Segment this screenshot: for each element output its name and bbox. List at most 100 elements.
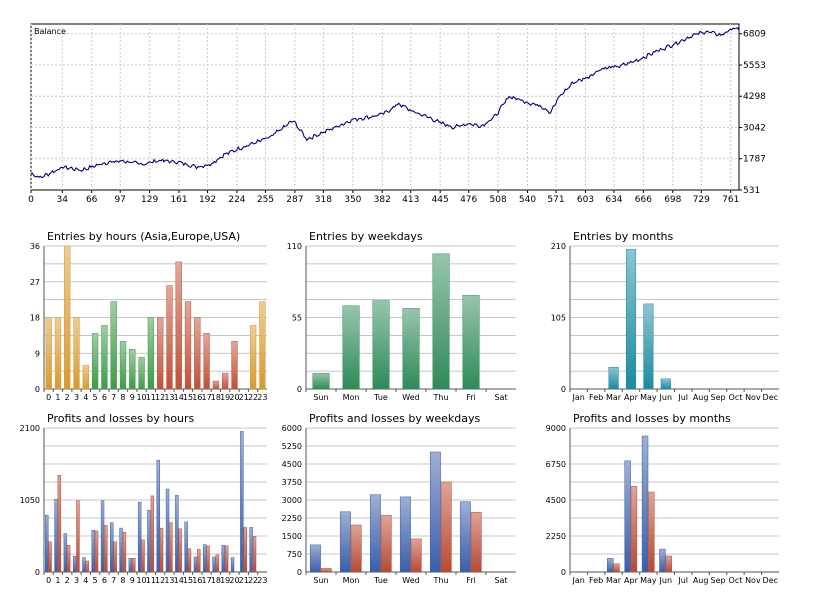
panel-y-tick-label: 55 xyxy=(292,314,302,323)
panel-x-tick-label: 7 xyxy=(111,393,116,402)
balance-x-tick-label: 476 xyxy=(460,195,477,205)
panel-x-tick-label: 6 xyxy=(102,393,107,402)
bar xyxy=(110,301,117,390)
panel-x-tick-label: 11 xyxy=(146,576,156,585)
balance-x-tick-label: 287 xyxy=(286,195,303,205)
panel-x-tick-label: Sat xyxy=(494,576,507,585)
panel-x-tick-label: Sep xyxy=(711,393,726,402)
panel-y-tick-label: 105 xyxy=(551,314,566,323)
balance-x-tick-label: 698 xyxy=(664,195,681,205)
panel-x-tick-label: 8 xyxy=(120,576,125,585)
loss-bar xyxy=(224,545,229,573)
bar xyxy=(147,317,155,390)
panel-x-tick-label: 0 xyxy=(46,576,51,585)
panel-x-tick-label: 23 xyxy=(257,576,267,585)
balance-x-tick-label: 97 xyxy=(114,195,125,205)
balance-y-tick-label: 1787 xyxy=(743,155,766,165)
panel-x-tick-label: 12 xyxy=(155,393,165,402)
panel-x-tick-label: Mar xyxy=(606,576,622,585)
panel-y-tick-label: 4500 xyxy=(282,460,302,469)
profit-bar xyxy=(72,555,77,573)
panel-x-tick-label: Thu xyxy=(432,576,448,585)
panel-x-tick-label: Feb xyxy=(589,576,603,585)
balance-y-tick-label: 6809 xyxy=(743,30,766,40)
loss-bar xyxy=(380,515,392,573)
bar xyxy=(372,300,390,390)
panel-x-tick-label: Mon xyxy=(343,576,360,585)
loss-bar xyxy=(132,558,136,573)
profit-bar xyxy=(369,494,381,573)
profit-bar xyxy=(45,514,49,573)
panel-x-tick-label: 21 xyxy=(239,576,249,585)
panel-x-tick-label: Jun xyxy=(659,393,673,402)
profit-bar xyxy=(193,556,198,573)
profit-bar xyxy=(607,558,614,573)
balance-x-tick-label: 192 xyxy=(199,195,216,205)
panel-x-tick-label: 5 xyxy=(93,393,98,402)
panel-x-tick-label: Aug xyxy=(693,393,709,402)
bar xyxy=(402,308,420,390)
bar xyxy=(643,303,654,390)
panel-y-tick-label: 27 xyxy=(30,278,40,287)
balance-x-tick-label: 34 xyxy=(57,195,69,205)
panel-x-tick-label: Jan xyxy=(572,393,585,402)
panel-x-tick-label: Oct xyxy=(729,576,743,585)
panel-x-tick-label: Sun xyxy=(313,393,328,402)
bar xyxy=(119,341,127,390)
loss-bar xyxy=(76,500,80,573)
balance-chart: 0 34 66 97 129 161 192 224 255 287 318 350 382 413 445… xyxy=(28,23,766,205)
panel-title: Profits and losses by weekdays xyxy=(309,412,480,425)
panel-5: Profits and losses by weekdays 0 750 1500 22… xyxy=(282,412,516,585)
panel-x-tick-label: 6 xyxy=(102,576,107,585)
loss-bar xyxy=(613,563,620,573)
balance-x-tick-label: 634 xyxy=(605,195,622,205)
balance-line xyxy=(30,27,740,179)
panel-x-tick-label: 19 xyxy=(220,393,230,402)
panel-x-tick-label: Sun xyxy=(313,576,328,585)
balance-x-tick-label: 224 xyxy=(228,195,245,205)
bar xyxy=(203,333,210,390)
loss-bar xyxy=(141,539,145,573)
bar xyxy=(432,253,450,390)
panel-x-tick-label: Apr xyxy=(624,576,639,585)
panel-x-tick-label: 18 xyxy=(211,393,221,402)
panel-y-tick-label: 210 xyxy=(551,242,566,251)
profit-bar xyxy=(82,557,86,573)
profit-bar xyxy=(175,494,179,573)
panel-x-tick-label: 13 xyxy=(164,393,174,402)
panel-x-tick-label: 17 xyxy=(202,576,212,585)
balance-x-tick-label: 540 xyxy=(519,195,536,205)
panel-y-tick-label: 3000 xyxy=(282,496,302,505)
bar xyxy=(73,317,80,390)
panel-x-tick-label: Mar xyxy=(606,393,622,402)
bar xyxy=(54,317,62,390)
panel-x-tick-label: 18 xyxy=(211,576,221,585)
panel-x-tick-label: 10 xyxy=(136,576,146,585)
profit-bar xyxy=(429,451,441,573)
loss-bar xyxy=(66,545,71,573)
bar xyxy=(608,366,619,390)
profit-bar xyxy=(659,548,666,573)
loss-bar xyxy=(665,555,672,573)
panel-y-tick-label: 6750 xyxy=(546,460,566,469)
panel-title: Entries by hours (Asia,Europe,USA) xyxy=(47,230,240,243)
loss-bar xyxy=(630,486,638,573)
balance-x-tick-label: 129 xyxy=(141,195,158,205)
profit-bar xyxy=(184,521,188,573)
bar xyxy=(184,301,192,390)
balance-x-tick-label: 161 xyxy=(170,195,187,205)
panel-x-tick-label: 1 xyxy=(55,393,60,402)
bar xyxy=(45,317,52,390)
panel-x-tick-label: Nov xyxy=(745,393,761,402)
panel-x-tick-label: Dec xyxy=(763,576,778,585)
panel-y-tick-label: 750 xyxy=(287,550,302,559)
bar xyxy=(222,372,229,390)
panel-x-tick-label: 3 xyxy=(74,576,79,585)
balance-x-tick-label: 761 xyxy=(722,195,739,205)
panel-x-tick-label: Thu xyxy=(432,393,448,402)
loss-bar xyxy=(150,495,155,573)
loss-bar xyxy=(113,541,117,573)
panel-x-tick-label: 2 xyxy=(65,393,70,402)
